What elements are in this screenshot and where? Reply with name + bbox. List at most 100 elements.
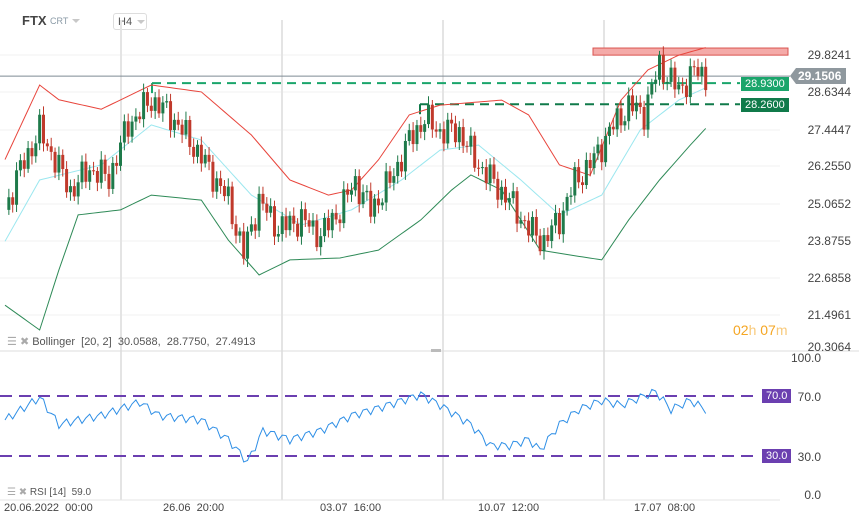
remove-indicator-icon[interactable]: ✖ <box>18 487 28 498</box>
candle-body <box>149 105 153 111</box>
candle-body <box>427 104 430 125</box>
price-axis-label: 23.8755 <box>807 234 851 248</box>
candle-body <box>696 67 700 77</box>
candle-body <box>357 176 361 205</box>
candle-body <box>607 126 611 136</box>
candle-body <box>419 125 423 132</box>
candle-body <box>319 236 323 248</box>
candle-body <box>72 186 76 197</box>
candle-body <box>376 198 380 206</box>
candle-body <box>681 84 685 86</box>
candle-body <box>323 218 327 237</box>
candle-body <box>296 223 300 237</box>
candle-body <box>550 225 554 242</box>
candle-body <box>153 97 157 111</box>
candle-body <box>407 130 411 141</box>
candle-body <box>188 120 192 147</box>
candle-body <box>292 215 296 224</box>
candle-body <box>346 189 350 195</box>
candle-body <box>42 114 45 144</box>
candle-body <box>269 206 273 213</box>
candle-body <box>411 130 415 145</box>
candle-body <box>565 196 569 211</box>
candle-body <box>26 148 30 169</box>
date-label: 10.07 12:00 <box>478 502 540 514</box>
candle-body <box>219 178 223 187</box>
bollinger-indicator-legend: ☰ ✖ Bollinger [20, 2] 30.0588, 28.7750, … <box>7 335 255 348</box>
candle-body <box>222 186 226 197</box>
price-axis-label: 26.2550 <box>807 159 851 173</box>
candle-body <box>477 167 481 169</box>
candle-body <box>157 97 161 114</box>
price-axis-label: 22.6858 <box>807 271 851 285</box>
indicator-menu-icon[interactable]: ☰ <box>7 487 16 498</box>
candle-body <box>88 170 92 182</box>
candle-body <box>615 108 619 130</box>
candle-body <box>350 190 353 195</box>
candle-body <box>280 216 284 235</box>
candle-body <box>365 190 369 193</box>
candle-timer: 02h 07m <box>733 322 788 338</box>
candle-body <box>588 159 592 169</box>
candle-body <box>646 94 650 130</box>
candle-body <box>403 140 407 172</box>
symbol-subtitle: CRT <box>50 16 69 26</box>
bollinger-middle-band <box>4 87 706 242</box>
candle-body <box>573 167 577 196</box>
symbol-dropdown-icon[interactable] <box>72 19 80 23</box>
candle-body <box>515 191 519 224</box>
timer-minutes-unit: m <box>775 322 788 338</box>
candle-body <box>38 114 42 144</box>
price-axis-label: 25.0652 <box>807 197 851 211</box>
candle-body <box>519 220 523 224</box>
candle-body <box>303 209 307 221</box>
candle-body <box>604 135 608 163</box>
candle-body <box>492 164 496 179</box>
candle-body <box>504 186 507 203</box>
price-axis-label: 20.3064 <box>807 340 851 354</box>
timer-hours-unit: h <box>748 322 757 338</box>
candle-body <box>650 83 654 95</box>
rsi-indicator-legend: ☰ ✖ RSI [14] 59.0 <box>7 487 91 498</box>
candle-body <box>434 129 438 132</box>
chevron-down-icon <box>137 20 146 25</box>
candle-body <box>130 121 134 137</box>
candle-body <box>65 169 69 193</box>
candle-body <box>373 198 377 217</box>
candle-body <box>457 127 461 143</box>
candle-body <box>330 212 334 231</box>
candle-body <box>80 161 84 183</box>
candle-body <box>246 231 250 259</box>
candle-body <box>145 92 149 106</box>
candle-body <box>226 186 230 197</box>
candle-body <box>253 224 257 231</box>
candle-body <box>388 171 392 183</box>
candle-body <box>284 216 288 231</box>
symbol-title[interactable]: FTX <box>22 13 47 28</box>
remove-indicator-icon[interactable]: ✖ <box>19 336 30 348</box>
candle-body <box>53 151 57 173</box>
candle-body <box>661 54 665 83</box>
candle-body <box>634 102 638 112</box>
level-tag-28-93[interactable]: 28.9300 <box>741 77 789 91</box>
candle-body <box>207 154 211 162</box>
candle-body <box>480 167 484 169</box>
candle-body <box>165 101 169 103</box>
candle-body <box>453 123 457 143</box>
rsi-level-70-tag: 70.0 <box>762 389 792 403</box>
rsi-line <box>4 388 707 463</box>
candle-body <box>692 66 696 68</box>
candle-body <box>619 108 623 126</box>
candle-body <box>192 146 196 157</box>
candle-body <box>180 124 184 135</box>
indicator-menu-icon[interactable]: ☰ <box>7 336 17 348</box>
candle-body <box>461 127 465 146</box>
candle-body <box>527 220 531 236</box>
candle-body <box>592 153 596 169</box>
level-tag-28-26[interactable]: 28.2600 <box>741 98 789 112</box>
candle-body <box>242 231 246 259</box>
candle-body <box>704 66 708 91</box>
candle-body <box>203 154 207 164</box>
candle-body <box>577 167 581 183</box>
